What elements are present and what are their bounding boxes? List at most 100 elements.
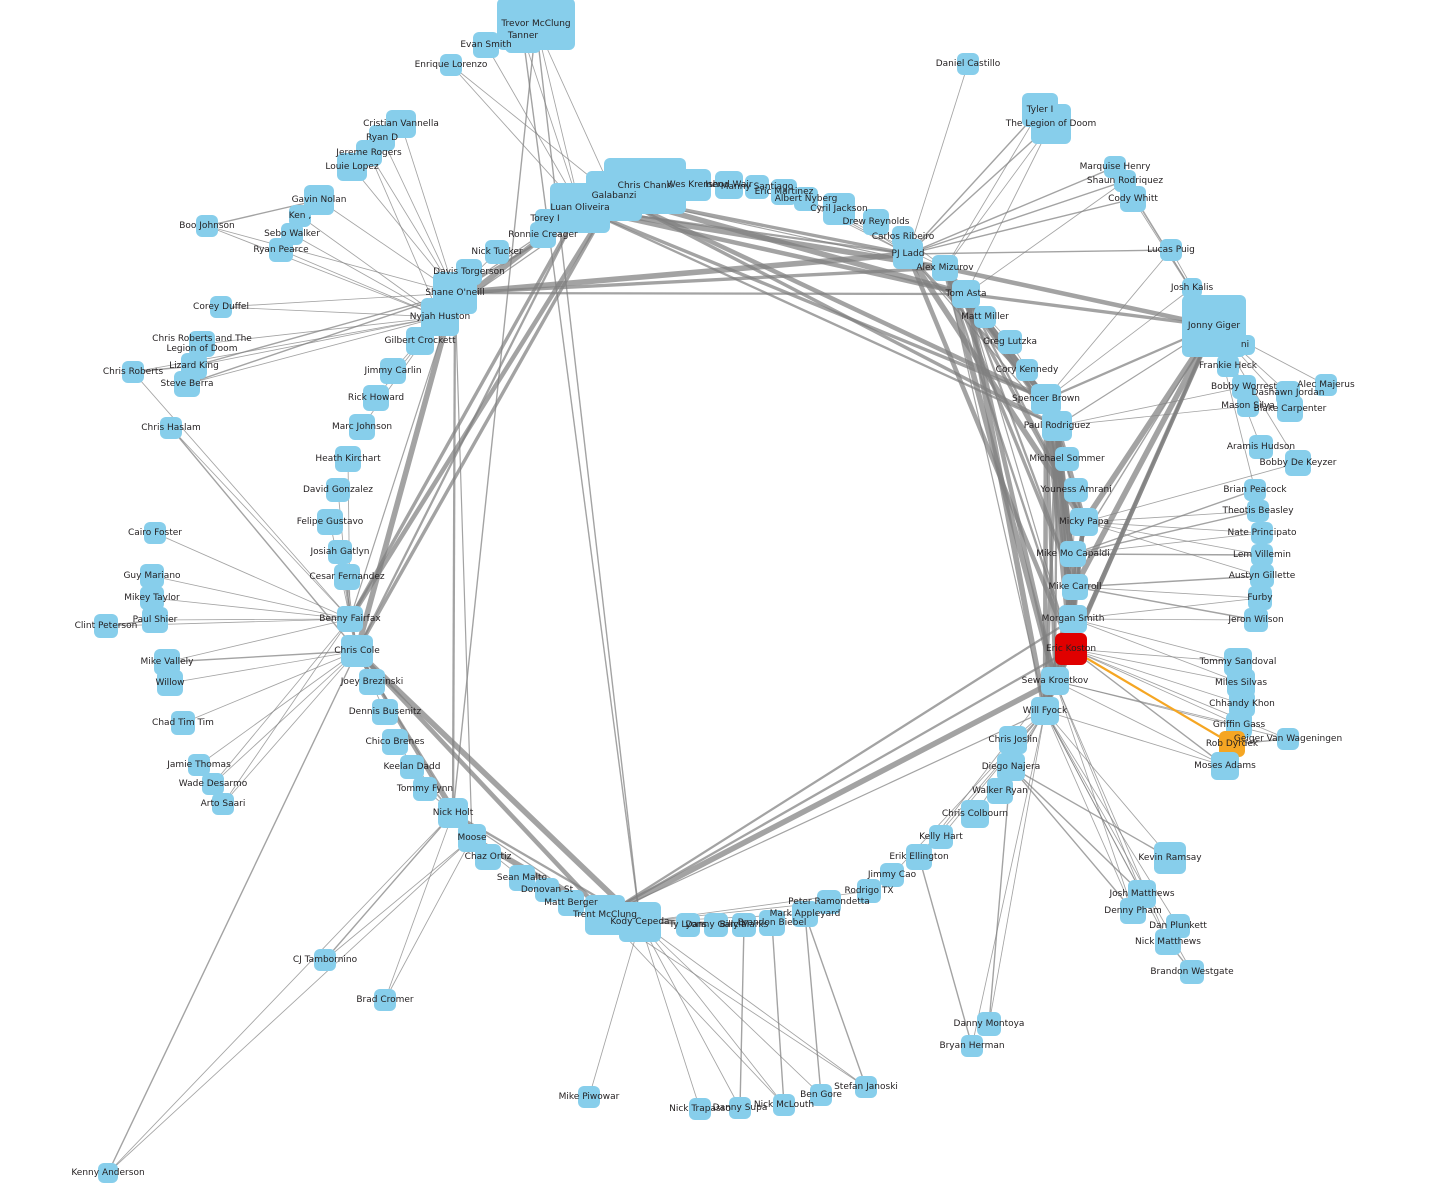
- graph-node[interactable]: [269, 238, 293, 262]
- graph-node[interactable]: [745, 175, 769, 199]
- graph-node[interactable]: [317, 509, 343, 535]
- graph-node[interactable]: [406, 327, 434, 355]
- graph-node[interactable]: [212, 793, 234, 815]
- graph-node[interactable]: [335, 446, 361, 472]
- graph-node[interactable]: [374, 989, 396, 1011]
- graph-node[interactable]: [558, 890, 584, 916]
- graph-node[interactable]: [952, 280, 980, 308]
- graph-node[interactable]: [1060, 541, 1086, 567]
- graph-node[interactable]: [987, 778, 1013, 804]
- graph-node[interactable]: [1160, 239, 1182, 261]
- graph-node[interactable]: [363, 385, 389, 411]
- graph-node[interactable]: [144, 522, 166, 544]
- graph-node[interactable]: [998, 330, 1022, 354]
- graph-node[interactable]: [1041, 667, 1069, 695]
- graph-node[interactable]: [1277, 728, 1299, 750]
- graph-node[interactable]: [977, 1012, 1001, 1036]
- graph-node[interactable]: [974, 306, 996, 328]
- graph-node[interactable]: [773, 1094, 795, 1116]
- graph-node[interactable]: [932, 255, 958, 281]
- graph-node[interactable]: [535, 878, 559, 902]
- graph-node[interactable]: [98, 1163, 118, 1183]
- graph-node[interactable]: [677, 169, 711, 201]
- graph-node[interactable]: [1064, 478, 1088, 502]
- graph-node[interactable]: [1244, 479, 1266, 501]
- graph-node[interactable]: [1182, 278, 1202, 298]
- graph-node[interactable]: [438, 798, 468, 828]
- graph-node[interactable]: [893, 239, 923, 269]
- graph-node[interactable]: [1251, 544, 1273, 566]
- graph-node[interactable]: [94, 614, 118, 638]
- graph-node[interactable]: [999, 726, 1027, 754]
- graph-node[interactable]: [473, 32, 499, 58]
- graph-node[interactable]: [140, 564, 164, 588]
- graph-node[interactable]: [359, 669, 385, 695]
- graph-node[interactable]: [1237, 395, 1259, 417]
- graph-node[interactable]: [328, 540, 352, 564]
- graph-node[interactable]: [440, 54, 462, 76]
- graph-node[interactable]: [704, 913, 728, 937]
- graph-node[interactable]: [1248, 586, 1272, 610]
- graph-node[interactable]: [1315, 374, 1337, 396]
- graph-node[interactable]: [157, 670, 183, 696]
- graph-node[interactable]: [771, 179, 797, 205]
- graph-node[interactable]: [880, 863, 904, 887]
- graph-node[interactable]: [1031, 384, 1061, 414]
- graph-node[interactable]: [817, 890, 841, 914]
- graph-node[interactable]: [957, 53, 979, 75]
- graph-node[interactable]: [326, 478, 350, 502]
- graph-node[interactable]: [1235, 335, 1255, 355]
- graph-node[interactable]: [961, 1035, 983, 1057]
- graph-node[interactable]: [906, 844, 932, 870]
- graph-node[interactable]: [337, 153, 367, 181]
- graph-node[interactable]: [188, 754, 210, 776]
- graph-node[interactable]: [1249, 435, 1273, 459]
- graph-node[interactable]: [174, 371, 200, 397]
- graph-node[interactable]: [792, 901, 818, 927]
- graph-node[interactable]: [382, 729, 408, 755]
- graph-node[interactable]: [676, 913, 700, 937]
- graph-node[interactable]: [1250, 564, 1274, 588]
- graph-node[interactable]: [1251, 522, 1273, 544]
- graph-node[interactable]: [857, 879, 881, 903]
- graph-node[interactable]: [715, 171, 743, 199]
- graph-node[interactable]: [1120, 186, 1146, 212]
- graph-node[interactable]: [1180, 960, 1204, 984]
- graph-node[interactable]: [1285, 450, 1311, 476]
- graph-node[interactable]: [585, 895, 625, 935]
- graph-node[interactable]: [1055, 633, 1087, 665]
- graph-node[interactable]: [380, 358, 406, 384]
- graph-node[interactable]: [341, 635, 373, 667]
- graph-node[interactable]: [1155, 929, 1181, 955]
- graph-node[interactable]: [1070, 508, 1098, 536]
- graph-node[interactable]: [160, 417, 182, 439]
- graph-node[interactable]: [140, 586, 164, 610]
- graph-node[interactable]: [997, 753, 1025, 781]
- graph-node[interactable]: [823, 193, 855, 225]
- graph-node[interactable]: [929, 825, 953, 849]
- graph-node[interactable]: [530, 222, 556, 248]
- graph-node[interactable]: [334, 564, 360, 590]
- graph-node[interactable]: [475, 844, 501, 870]
- graph-node[interactable]: [732, 913, 756, 937]
- graph-node[interactable]: [122, 361, 144, 383]
- graph-node[interactable]: [413, 777, 437, 801]
- graph-node[interactable]: [372, 699, 398, 725]
- graph-node[interactable]: [863, 209, 889, 235]
- graph-node[interactable]: [1154, 842, 1186, 874]
- graph-node[interactable]: [400, 755, 424, 779]
- graph-node[interactable]: [189, 331, 215, 357]
- graph-node[interactable]: [1031, 104, 1071, 144]
- graph-node[interactable]: [810, 1084, 832, 1106]
- graph-node[interactable]: [1031, 697, 1059, 725]
- graph-node[interactable]: [142, 607, 168, 633]
- graph-node[interactable]: [550, 183, 610, 233]
- graph-node[interactable]: [337, 606, 363, 632]
- graph-node[interactable]: [759, 910, 785, 936]
- graph-node[interactable]: [210, 296, 232, 318]
- graph-node[interactable]: [289, 205, 311, 227]
- graph-node[interactable]: [1055, 447, 1079, 471]
- graph-node[interactable]: [619, 902, 661, 942]
- graph-node[interactable]: [1244, 608, 1268, 632]
- graph-node[interactable]: [1211, 752, 1239, 780]
